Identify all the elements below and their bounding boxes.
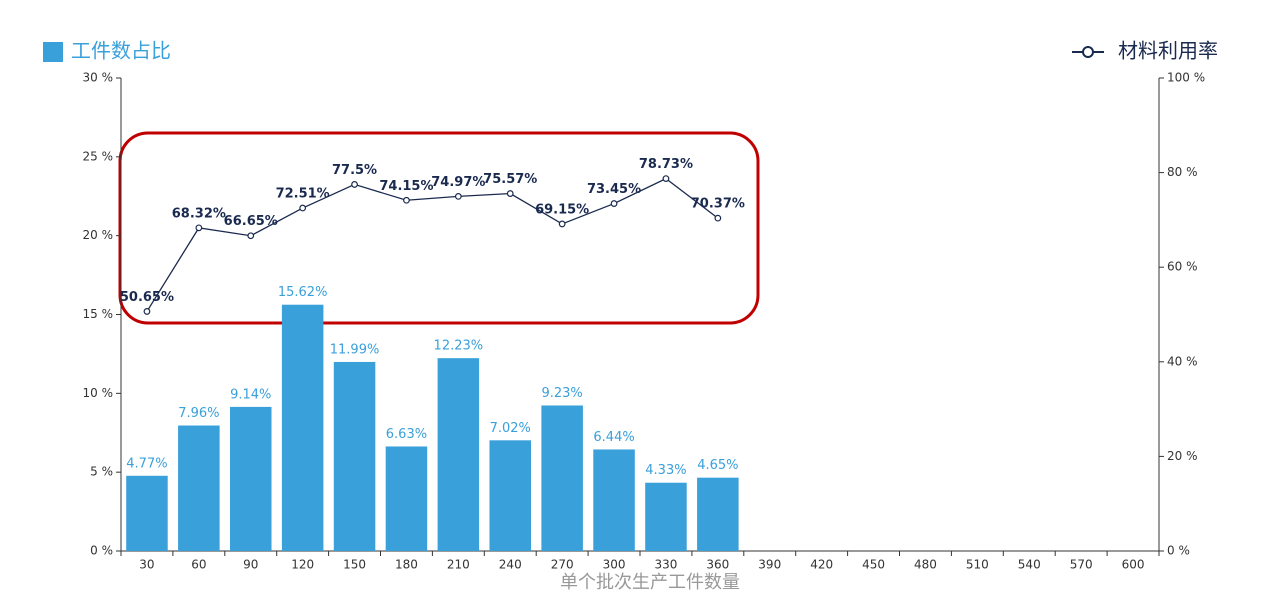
legend-marker [1082,46,1094,58]
bar-label: 7.02% [490,421,531,436]
bar-label: 11.99% [330,342,380,357]
x-tick-label: 300 [603,558,626,572]
y-tick-label: 10 % [83,386,114,400]
y2-tick-label: 100 % [1167,71,1205,85]
line-point [714,214,722,222]
bar [697,477,739,551]
bar-label: 4.33% [645,463,686,478]
x-tick-label: 600 [1122,558,1145,572]
line-point [299,204,307,212]
bar-label: 12.23% [434,339,484,354]
bar [333,361,376,551]
y2-tick-label: 60 % [1167,260,1198,274]
bar [385,446,428,551]
bar [281,304,324,551]
bar-label: 4.65% [697,458,738,473]
line-point [247,232,255,240]
y2-tick-label: 0 % [1167,544,1190,558]
bar [437,358,480,551]
x-tick-label: 420 [810,558,833,572]
x-tick-label: 450 [862,558,885,572]
line-point [351,181,358,188]
x-tick-label: 480 [914,558,937,572]
x-tick-label: 180 [395,558,418,572]
legend-label: 工件数占比 [71,39,171,63]
x-tick-label: 210 [447,558,470,572]
line-point [454,192,462,200]
bar [178,425,220,551]
bar [593,449,635,551]
line [146,177,719,312]
line-label: 66.65% [224,214,278,229]
bar [126,475,168,551]
bar-label: 7.96% [178,406,219,421]
bar-label: 9.14% [230,387,271,402]
line-point [610,200,618,207]
x-tick-label: 150 [343,558,366,572]
x-axis-title: 单个批次生产工件数量 [560,572,740,593]
x-tick-label: 30 [139,558,154,572]
y-tick-label: 0 % [90,544,113,558]
y-tick-label: 20 % [83,228,114,242]
y2-tick-label: 40 % [1167,354,1198,368]
line-label: 73.45% [587,182,641,197]
bar-label: 6.44% [593,430,634,445]
line-label: 77.5% [332,163,377,178]
x-tick-label: 120 [291,558,314,572]
x-tick-label: 390 [758,558,781,572]
y-tick-label: 30 % [83,71,114,85]
line-point [143,308,151,315]
legend-label: 材料利用率 [1118,39,1218,63]
x-tick-label: 540 [1018,558,1041,572]
line-label: 75.57% [483,172,537,187]
x-tick-label: 510 [966,558,989,572]
bar [645,482,687,551]
line-label: 69.15% [535,202,589,217]
line-label: 74.15% [379,179,433,194]
line-point [403,196,410,204]
y-tick-label: 25 % [83,149,114,163]
x-tick-label: 60 [191,558,206,572]
line-label: 72.51% [276,187,330,202]
y-tick-label: 15 % [83,307,114,321]
line-label: 50.65% [120,290,174,305]
x-tick-label: 360 [706,558,729,572]
y2-tick-label: 20 % [1167,449,1198,463]
x-tick-label: 270 [551,558,574,572]
bar-label: 9.23% [541,386,582,401]
line-point [195,224,203,232]
bar-label: 6.63% [386,427,427,442]
bar [489,440,532,551]
x-tick-label: 330 [654,558,677,572]
bar [541,405,583,551]
line-point [662,175,670,183]
y2-tick-label: 80 % [1167,165,1198,179]
line-point [506,190,514,197]
bar [229,406,272,551]
line-label: 70.37% [691,197,745,212]
line-label: 74.97% [431,175,485,190]
line-point [558,220,566,228]
legend-swatch [43,42,63,62]
line-label: 78.73% [639,157,693,172]
x-tick-label: 570 [1070,558,1093,572]
bar-label: 4.77% [126,456,167,471]
x-tick-label: 90 [243,558,258,572]
x-tick-label: 240 [499,558,522,572]
highlight-box [118,131,760,325]
y-tick-label: 5 % [90,465,113,479]
line-label: 68.32% [172,206,226,221]
bar-label: 15.62% [278,285,328,300]
